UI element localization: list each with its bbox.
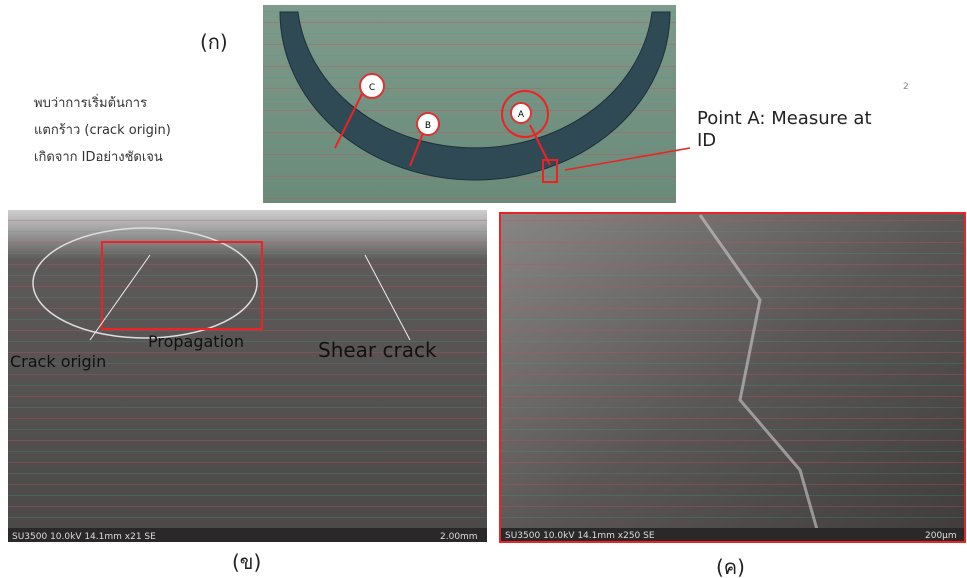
caption: (ข) — [232, 546, 261, 578]
label: Crack origin — [10, 352, 106, 371]
page: (ก) พบว่าการเริ่มต้นการ แตกร้าว (crack o… — [0, 0, 967, 578]
caption: (ค) — [716, 551, 745, 578]
scale: 200μm — [925, 531, 957, 541]
label: Propagation — [148, 332, 244, 351]
info: SU3500 10.0kV 14.1mm x250 SE — [505, 531, 655, 541]
marker-label: A — [518, 110, 525, 120]
figures: C B A Crack origin Propagation Shear cra… — [0, 0, 967, 578]
marker-label: B — [425, 121, 431, 131]
info: SU3500 10.0kV 14.1mm x21 SE — [12, 532, 156, 542]
marker-label: C — [369, 83, 375, 93]
label: Shear crack — [318, 338, 437, 362]
scale: 2.00mm — [440, 532, 478, 542]
